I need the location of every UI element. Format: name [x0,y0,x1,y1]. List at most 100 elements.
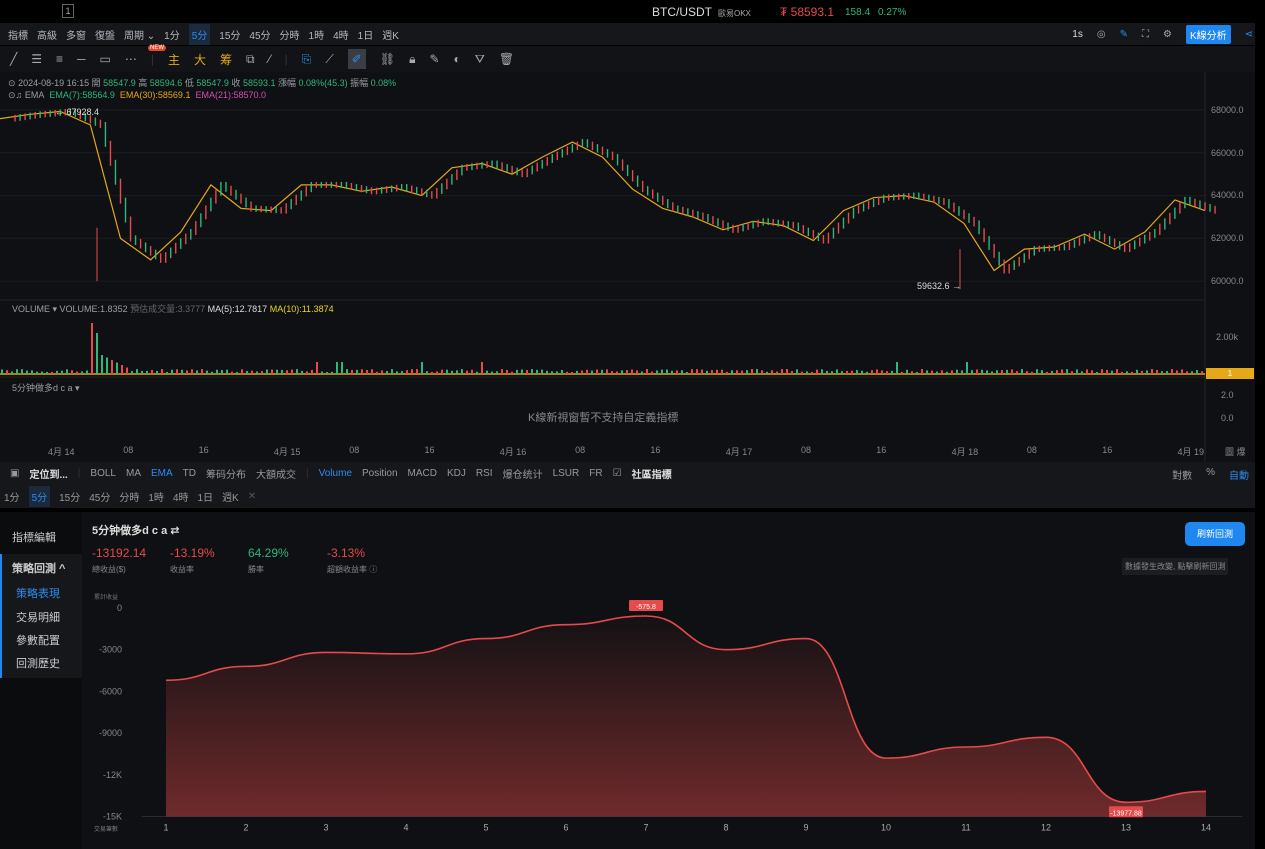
indicator-fr[interactable]: FR [589,468,602,479]
x-tick: 8 [723,823,728,833]
parallel-tool-icon[interactable]: ☰ [31,52,42,66]
period-1d[interactable]: 1日 [358,27,374,42]
gear-icon[interactable]: ⚙ [1163,29,1172,40]
horizontal-line-icon[interactable]: ─ [77,52,86,66]
x-tick: 4月 16 [500,445,527,458]
ema-info: ⊙♫ EMA EMA(7):58564.9 EMA(30):58569.1 EM… [8,90,266,101]
sidebar-item-backtest[interactable]: 策略回測 ^ [0,560,65,576]
camera-icon[interactable]: ◎ [1097,29,1106,40]
period-1m[interactable]: 1分 [164,27,180,42]
interval-button[interactable]: 1s [1072,29,1083,40]
filter-icon[interactable]: ⛛ [475,52,485,67]
indicator-ema[interactable]: EMA [151,468,173,479]
chip-button[interactable]: 筹 [220,51,232,68]
share-icon[interactable]: ⋖ [1245,29,1253,40]
log-scale[interactable]: 對數 [1172,467,1192,482]
indicator-large-trades[interactable]: 大額成交 [256,466,296,481]
indicator-lsur[interactable]: LSUR [553,468,580,479]
high-value: 58594.6 [150,78,183,88]
indicator-ma[interactable]: MA [126,468,141,479]
percent-scale[interactable]: % [1206,467,1215,482]
auto-scale[interactable]: 自動 [1229,467,1249,482]
magnet-icon[interactable]: ⎘ [302,52,312,67]
kline-analysis-button[interactable]: K線分析 [1186,25,1231,44]
period-timeshare[interactable]: 分時 [119,489,139,504]
indicator-rsi[interactable]: RSI [476,468,493,479]
sidebar-item-performance[interactable]: 策略表現 [4,585,60,601]
sidebar-item-history[interactable]: 回測歷史 [4,655,60,671]
period-1w[interactable]: 週K [382,27,399,42]
advanced-button[interactable]: 高級 [37,27,57,42]
indicator-volume[interactable]: Volume [319,468,352,479]
edit-icon[interactable]: ✎ [429,52,439,66]
close-icon[interactable]: ✕ [248,491,256,502]
indicator-liquidation[interactable]: 爆仓统计 [503,466,543,481]
period-15m[interactable]: 15分 [219,27,240,42]
community-indicators[interactable]: 社區指標 [632,466,672,481]
indicator-td[interactable]: TD [183,468,196,479]
period-4h[interactable]: 4時 [173,489,189,504]
indicator-macd[interactable]: MACD [408,468,437,479]
indicator-chip[interactable]: 筹码分布 [206,466,246,481]
more-icon[interactable]: ⋯ [125,52,137,66]
fib-tool-icon[interactable]: ≡ [56,52,63,66]
period-1m[interactable]: 1分 [4,489,20,504]
chart-area[interactable]: ⊙ 2024-08-19 16:15 開 58547.9 高 58594.6 低… [0,72,1255,462]
period-1w[interactable]: 週K [222,489,239,504]
low-label: 低 [185,78,194,88]
replay-button[interactable]: 復盤 [95,27,115,42]
multi-window-button[interactable]: 多窗 [66,27,86,42]
collapse-icon[interactable]: ⊙ [8,78,16,88]
link-icon[interactable]: ⛓ [380,52,395,66]
indicator-boll[interactable]: BOLL [90,468,116,479]
period-45m[interactable]: 45分 [249,27,270,42]
indicator-kdj[interactable]: KDJ [447,468,466,479]
main-force-button[interactable]: 主 [168,51,180,68]
indicator-y-tick: 2.0 [1221,390,1234,400]
copy-icon[interactable]: ⧉ [246,52,255,67]
lock-icon[interactable]: 🔒︎ [409,52,415,67]
open-value: 58547.9 [103,78,136,88]
fullscreen-icon[interactable]: ⛶ [1142,29,1149,40]
indicator-button[interactable]: 指標 [8,27,28,42]
symbol[interactable]: BTC/USDT [652,5,712,19]
x-tick: 14 [1201,823,1211,833]
x-tick: 2 [243,823,248,833]
period-15m[interactable]: 15分 [59,489,80,504]
sidebar-item-params[interactable]: 參數配置 [4,632,60,648]
period-5m[interactable]: 5分 [29,486,51,507]
period-1h[interactable]: 1時 [148,489,164,504]
ruler-icon[interactable]: ⟋ [325,52,333,67]
hide-icon[interactable]: ◐ [454,52,461,66]
sidebar-item-indicator-edit[interactable]: 指標編輯 [0,529,56,545]
indicator-position[interactable]: Position [362,468,398,479]
period-1h[interactable]: 1時 [309,27,325,42]
equity-chart[interactable]: 0-3000-6000-9000-12K-15K1 2 3 4 5 6 7 8 9 10 11 12 1… [82,512,1255,849]
line-tool-icon[interactable]: ╱ [10,52,17,66]
price-change: 158.4 [845,7,870,18]
custom-indicator-name[interactable]: 5分钟做多d c a ▾ [12,381,80,394]
price-chart[interactable] [0,72,1255,462]
trash-icon[interactable]: 🗑︎ [499,52,514,66]
draw-mode-icon[interactable]: ✐ [348,49,366,69]
period-timeshare[interactable]: 分時 [280,27,300,42]
window-number[interactable]: 1 [62,4,74,18]
brush-icon[interactable]: ⁄ [269,52,271,66]
pen-icon[interactable]: ✎ [1120,29,1128,40]
period-4h[interactable]: 4時 [333,27,349,42]
volume-name[interactable]: VOLUME [12,304,50,314]
calendar-icon[interactable]: ▣ [10,468,19,479]
x-tick: 9 [803,823,808,833]
period-5m[interactable]: 5分 [189,24,211,45]
axis-corner-buttons[interactable]: 圖 爆 [1225,445,1246,458]
sidebar-item-trades[interactable]: 交易明細 [4,609,60,625]
period-dropdown[interactable]: 周期 ⌄ [124,27,155,42]
big-order-button[interactable]: 大 [194,51,206,68]
bell-icon[interactable]: ⊙♫ [8,90,22,100]
period-1d[interactable]: 1日 [198,489,214,504]
x-tick: 08 [575,445,585,455]
period-45m[interactable]: 45分 [89,489,110,504]
edit-icon[interactable]: ☑ [613,468,622,479]
rectangle-icon[interactable]: ▭ [100,52,111,66]
locate-button[interactable]: 定位到... [29,466,67,481]
